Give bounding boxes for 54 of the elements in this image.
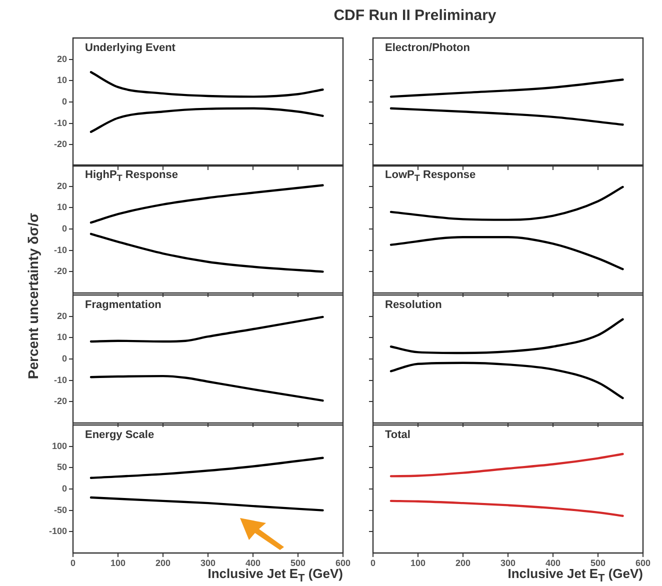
y-tick-label: -100 <box>48 526 67 536</box>
y-tick-label: 10 <box>56 332 67 342</box>
x-tick-label: 600 <box>635 558 651 568</box>
y-tick-label: 20 <box>56 54 67 64</box>
x-tick-label: 300 <box>200 558 216 568</box>
y-tick-label: -10 <box>54 118 67 128</box>
y-tick-label: 0 <box>62 353 67 364</box>
chart-title: LowP$_{T}$ Response <box>385 169 476 184</box>
y-tick-label: 50 <box>56 462 67 472</box>
y-tick-label: -10 <box>54 374 67 385</box>
y-tick-label: 0 <box>62 483 67 494</box>
y-tick-label: 0 <box>62 223 67 234</box>
text: CDF Run II Preliminary <box>332 7 498 24</box>
line-series <box>90 316 324 343</box>
chart-title: Underlying Event <box>85 42 176 54</box>
x-tick-label: 100 <box>410 558 426 568</box>
x-axis-title: Inclusive Jet E$_{T}$ (GeV) <box>208 566 343 586</box>
x-tick-label: 0 <box>70 558 76 568</box>
x-tick-label: 400 <box>545 558 561 568</box>
chart-title: Resolution <box>385 299 442 311</box>
y-tick-label: 20 <box>56 180 67 191</box>
chart-title: Electron/Photon <box>385 42 470 54</box>
chart-title: Total <box>385 429 410 441</box>
y-tick-label: 10 <box>56 202 67 212</box>
x-tick-label: 200 <box>455 558 471 568</box>
x-axis-title: Inclusive Jet E$_{T}$ (GeV) <box>508 566 643 586</box>
x-tick-label: 0 <box>370 558 376 568</box>
y-tick-label: 100 <box>52 440 67 451</box>
y-tick-label: 0 <box>62 96 67 106</box>
y-tick-label: -20 <box>54 396 67 406</box>
chart-title: Energy Scale <box>85 429 154 441</box>
y-tick-label: -20 <box>54 266 67 276</box>
line-series <box>90 456 324 480</box>
line-series <box>90 232 324 273</box>
line-series <box>90 496 324 512</box>
line-series <box>90 71 324 98</box>
line-series <box>90 184 324 224</box>
x-tick-label: 500 <box>290 558 306 568</box>
y-tick-label: 10 <box>56 75 67 86</box>
chart-title: HighP$_{T}$ Response <box>85 169 178 184</box>
line-series <box>90 107 324 133</box>
x-tick-label: 600 <box>335 558 351 568</box>
y-tick-label: -10 <box>54 244 67 255</box>
line-series <box>90 374 324 402</box>
x-tick-label: 300 <box>500 558 516 568</box>
y-axis-title: Percent uncertainty δσ/σ <box>25 212 41 379</box>
x-tick-label: 100 <box>110 558 126 568</box>
y-tick-label: -50 <box>54 504 67 515</box>
x-tick-label: 400 <box>245 558 261 568</box>
y-tick-label: -20 <box>54 139 67 150</box>
chart-title: Fragmentation <box>85 299 162 311</box>
x-tick-label: 200 <box>155 558 171 568</box>
x-tick-label: 500 <box>590 558 606 568</box>
y-tick-label: 20 <box>56 310 67 321</box>
